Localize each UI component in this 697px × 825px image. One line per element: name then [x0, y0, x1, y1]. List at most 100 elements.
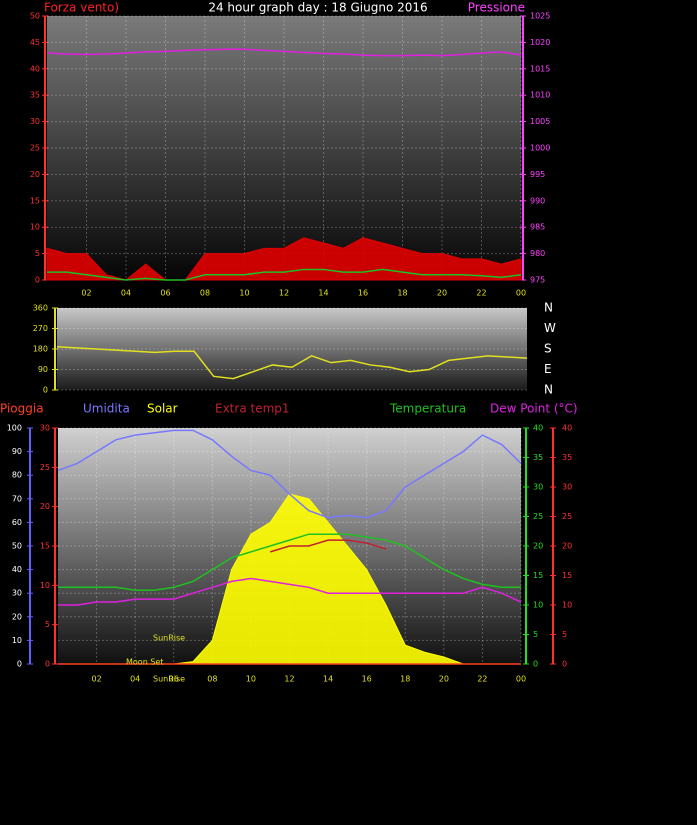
- y-tick-label: 100: [7, 424, 22, 433]
- series-line: [58, 533, 521, 591]
- y-tick-label: 20: [12, 612, 22, 621]
- y3-tick-label: 0: [533, 660, 538, 669]
- y-tick-label: 0: [35, 276, 40, 285]
- y2-tick-label: 20: [40, 502, 50, 511]
- y4-tick-label: 5: [562, 630, 567, 639]
- y-tick-label: 180: [33, 345, 48, 354]
- y3-tick-label: 5: [533, 630, 538, 639]
- y3-tick-label: 40: [533, 424, 543, 433]
- y4-tick-label: 40: [562, 424, 572, 433]
- x-tick-label: 02: [81, 289, 91, 298]
- plot-area: [57, 308, 527, 390]
- y2-tick-label: 1010: [530, 91, 550, 100]
- x-tick-label: 06: [160, 289, 170, 298]
- y4-tick-label: 0: [562, 660, 567, 669]
- y-tick-label: 0: [17, 660, 22, 669]
- series-line: [56, 345, 528, 380]
- legend-entry: Extra temp1: [215, 402, 290, 416]
- y-tick-label: 90: [12, 447, 22, 456]
- y-tick-label: 90: [38, 365, 48, 374]
- x-tick-label: 06: [169, 675, 179, 684]
- y-tick-label: 20: [30, 170, 40, 179]
- y3-tick-label: 20: [533, 542, 543, 551]
- y2-tick-label: 1015: [530, 64, 550, 73]
- y2-tick-label: 985: [530, 223, 545, 232]
- series-line: [58, 577, 522, 606]
- legend-entry: Umidita: [83, 402, 130, 416]
- y-tick-label: 15: [30, 196, 40, 205]
- y4-tick-label: 10: [562, 601, 572, 610]
- x-tick-label: 16: [362, 675, 372, 684]
- x-tick-label: 20: [439, 675, 449, 684]
- y-tick-label: 270: [33, 324, 48, 333]
- y2-tick-label: S: [544, 342, 552, 356]
- y-tick-label: 45: [30, 38, 40, 47]
- legend-entry: Dew Point (°C): [490, 402, 578, 416]
- y2-tick-label: 1020: [530, 38, 550, 47]
- x-tick-label: 18: [397, 289, 407, 298]
- y2-tick-label: N: [544, 383, 553, 397]
- y2-tick-label: N: [544, 301, 553, 315]
- x-tick-label: 08: [200, 289, 210, 298]
- y2-tick-label: 0: [45, 660, 50, 669]
- y2-tick-label: 995: [530, 170, 545, 179]
- x-tick-label: 16: [358, 289, 368, 298]
- legend-entry: Temperatura: [389, 402, 466, 416]
- y-tick-label: 80: [12, 471, 22, 480]
- series-line: [47, 268, 522, 281]
- x-tick-label: 12: [284, 675, 294, 684]
- y-tick-label: 360: [33, 304, 48, 313]
- y2-tick-label: 980: [530, 249, 545, 258]
- y-tick-label: 70: [12, 494, 22, 503]
- y2-axis-label: Pressione: [468, 1, 525, 15]
- legend-entry: Solar: [147, 402, 178, 416]
- y4-tick-label: 25: [562, 512, 572, 521]
- y3-tick-label: 10: [533, 601, 543, 610]
- y-tick-label: 50: [30, 12, 40, 21]
- series-area: [46, 237, 522, 281]
- y2-tick-label: 1005: [530, 117, 550, 126]
- series-line: [57, 429, 522, 519]
- y4-tick-label: 30: [562, 483, 572, 492]
- y3-tick-label: 35: [533, 453, 543, 462]
- chart-title: 24 hour graph day : 18 Giugno 2016: [208, 1, 427, 15]
- series-line: [269, 539, 387, 553]
- x-tick-label: 04: [121, 289, 131, 298]
- x-tick-label: 14: [318, 289, 328, 298]
- y4-tick-label: 20: [562, 542, 572, 551]
- y4-tick-label: 15: [562, 571, 572, 580]
- y2-tick-label: 975: [530, 276, 545, 285]
- y2-tick-label: 15: [40, 542, 50, 551]
- x-tick-label: 04: [130, 675, 140, 684]
- y2-tick-label: E: [544, 362, 552, 376]
- x-tick-label: 10: [246, 675, 256, 684]
- y-tick-label: 30: [12, 589, 22, 598]
- y2-tick-label: 10: [40, 581, 50, 590]
- x-tick-label: 02: [91, 675, 101, 684]
- x-tick-label: 22: [477, 675, 487, 684]
- plot-area: [47, 16, 521, 280]
- y2-tick-label: 1000: [530, 144, 550, 153]
- y-tick-label: 0: [43, 386, 48, 395]
- x-tick-label: 00: [516, 675, 526, 684]
- y3-tick-label: 15: [533, 571, 543, 580]
- y-tick-label: 60: [12, 518, 22, 527]
- x-tick-label: 08: [207, 675, 217, 684]
- y4-tick-label: 35: [562, 453, 572, 462]
- y2-tick-label: 30: [40, 424, 50, 433]
- series-line: [46, 48, 522, 57]
- y-tick-label: 35: [30, 91, 40, 100]
- annotation: Moon Set: [126, 658, 163, 667]
- y-tick-label: 5: [35, 249, 40, 258]
- x-tick-label: 20: [437, 289, 447, 298]
- x-tick-label: 18: [400, 675, 410, 684]
- x-tick-label: 00: [516, 289, 526, 298]
- y-tick-label: 30: [30, 117, 40, 126]
- x-tick-label: 22: [476, 289, 486, 298]
- y-tick-label: 40: [30, 64, 40, 73]
- y-tick-label: 10: [12, 636, 22, 645]
- annotation: SunRise: [153, 634, 185, 643]
- annotation: SunRise: [153, 675, 185, 684]
- y3-tick-label: 25: [533, 512, 543, 521]
